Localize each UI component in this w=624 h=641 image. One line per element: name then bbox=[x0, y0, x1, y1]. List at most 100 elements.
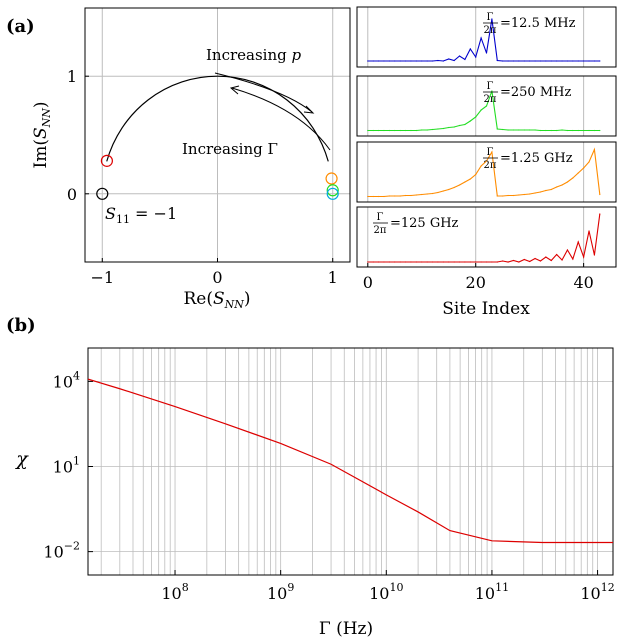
site-point bbox=[539, 260, 542, 262]
site-xtick-label: 20 bbox=[466, 273, 486, 292]
site-point bbox=[388, 129, 390, 132]
site-point bbox=[550, 188, 552, 191]
site-panel-frame bbox=[356, 141, 617, 203]
site-point bbox=[523, 258, 525, 261]
site-point bbox=[583, 129, 585, 132]
site-point bbox=[599, 129, 601, 132]
site-point bbox=[404, 194, 407, 197]
site-point bbox=[475, 261, 477, 263]
site-point bbox=[599, 193, 601, 196]
site-point bbox=[583, 256, 585, 258]
site-point bbox=[448, 58, 450, 60]
site-point bbox=[556, 253, 558, 256]
chi-xtick-label: 109 bbox=[267, 581, 294, 603]
site-point bbox=[394, 195, 396, 197]
site-point bbox=[491, 151, 493, 153]
site-point bbox=[502, 60, 504, 62]
site-point bbox=[442, 261, 444, 263]
site-point bbox=[475, 56, 477, 58]
site-point bbox=[469, 178, 471, 180]
site-point bbox=[561, 129, 563, 131]
site-point bbox=[539, 129, 542, 132]
site-point bbox=[437, 128, 439, 130]
chi-xlabel: Γ (Hz) bbox=[319, 619, 373, 639]
site-panel-3: Γ 2π =1.25 GHz bbox=[356, 141, 617, 203]
site-point bbox=[442, 127, 444, 130]
site-point bbox=[383, 261, 385, 263]
site-panel-frame bbox=[356, 206, 617, 268]
site-point bbox=[561, 259, 563, 261]
site-point bbox=[426, 60, 428, 62]
chi-xtick-label: 1010 bbox=[369, 581, 403, 603]
smith-xtick-label: 1 bbox=[328, 268, 338, 287]
site-point bbox=[464, 123, 466, 126]
site-point bbox=[566, 60, 569, 62]
site-point bbox=[415, 261, 417, 263]
site-point bbox=[448, 126, 450, 129]
smith-arc bbox=[106, 75, 329, 162]
site-point bbox=[593, 60, 596, 62]
site-legend: Γ 2π =125 GHz bbox=[373, 212, 459, 236]
site-point bbox=[421, 193, 423, 196]
site-point bbox=[529, 129, 531, 131]
site-point bbox=[415, 60, 417, 62]
site-point bbox=[394, 129, 396, 132]
site-point bbox=[372, 60, 374, 62]
smith-ytick-label: 0 bbox=[67, 185, 77, 204]
site-point bbox=[572, 177, 574, 179]
site-series-line bbox=[367, 213, 601, 263]
site-point bbox=[469, 261, 471, 263]
site-point bbox=[437, 191, 439, 194]
chi-chart: 108 109 1010 1011 1012 104 101 10−2 Γ (Hz) χ bbox=[14, 347, 615, 639]
site-point bbox=[485, 105, 488, 107]
site-point bbox=[485, 52, 488, 54]
arrow-increasing-gamma bbox=[231, 87, 331, 151]
site-point bbox=[372, 195, 374, 198]
site-point bbox=[556, 60, 558, 62]
marker-green bbox=[326, 184, 339, 197]
smith-ticks: −1 0 1 0 1 bbox=[67, 67, 338, 287]
site-point bbox=[475, 116, 477, 118]
site-panel-2: Γ 2π =250 MHz bbox=[356, 75, 617, 137]
site-point bbox=[421, 129, 423, 131]
legend-value: =125 GHz bbox=[390, 216, 459, 231]
site-point bbox=[507, 194, 509, 197]
smith-ylabel: Im(SNN) bbox=[31, 101, 53, 168]
site-point bbox=[512, 129, 515, 131]
site-point bbox=[475, 173, 477, 176]
legend-gamma: Γ bbox=[487, 81, 494, 92]
legend-two-pi: 2π bbox=[484, 160, 497, 171]
site-point bbox=[496, 195, 498, 197]
site-point bbox=[556, 129, 558, 132]
site-point bbox=[507, 261, 509, 263]
panel-label-a: (a) bbox=[6, 16, 35, 37]
site-point bbox=[442, 190, 444, 192]
site-point bbox=[577, 241, 579, 243]
site-point bbox=[518, 60, 520, 62]
site-point bbox=[588, 60, 590, 62]
annotation-increasing-gamma: Increasing Γ bbox=[182, 140, 278, 158]
site-series-line bbox=[367, 90, 600, 132]
site-point bbox=[431, 192, 434, 195]
legend-value: =1.25 GHz bbox=[500, 151, 573, 166]
site-point bbox=[388, 195, 390, 197]
site-series-line bbox=[367, 18, 600, 62]
site-point bbox=[496, 59, 498, 62]
smith-xtick-label: −1 bbox=[90, 268, 114, 287]
site-panel-1: Γ 2π =12.5 MHz bbox=[356, 6, 617, 68]
site-point bbox=[539, 191, 542, 193]
site-point bbox=[491, 90, 493, 92]
site-point bbox=[426, 261, 428, 263]
site-point bbox=[491, 18, 493, 20]
site-point bbox=[453, 59, 455, 62]
site-point bbox=[399, 195, 401, 197]
site-point bbox=[404, 261, 407, 263]
legend-gamma: Γ bbox=[487, 147, 494, 158]
site-point bbox=[561, 184, 563, 186]
smith-ytick-label: 1 bbox=[67, 67, 77, 86]
site-point bbox=[566, 129, 569, 132]
site-point bbox=[545, 256, 547, 258]
chi-series-line bbox=[87, 378, 613, 544]
site-point bbox=[399, 129, 401, 132]
